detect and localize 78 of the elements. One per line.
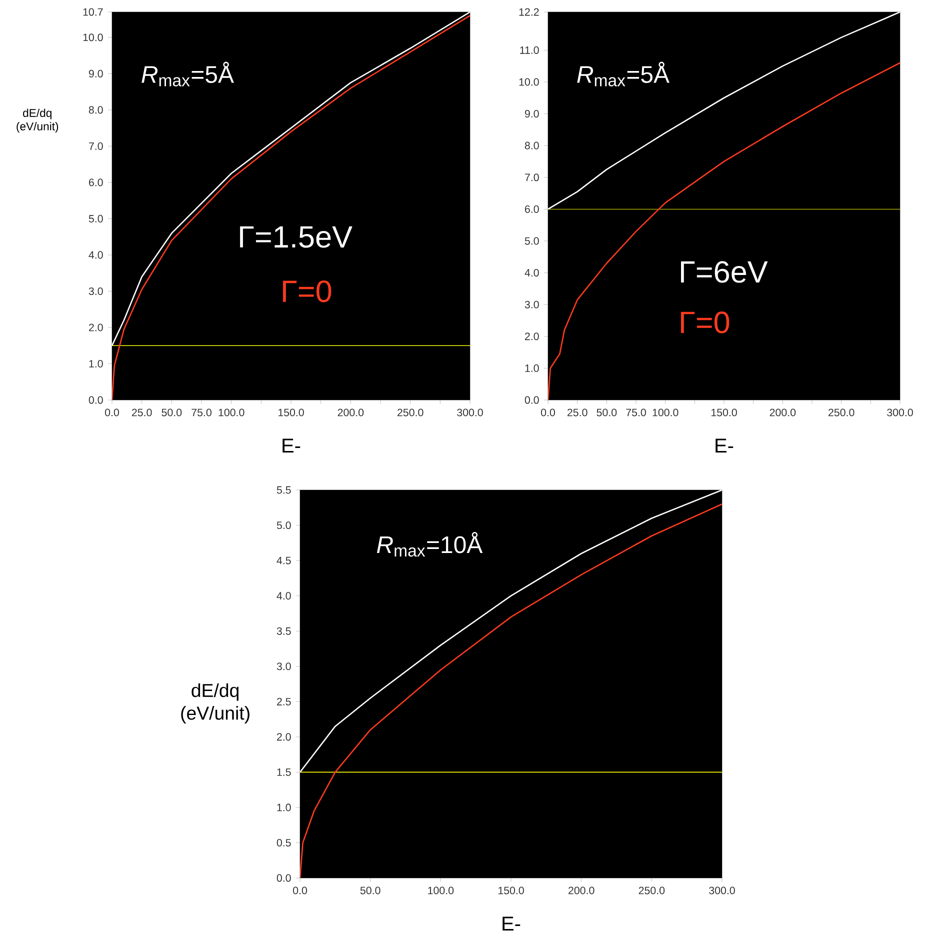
y-tick-label: 8.0 <box>88 106 103 114</box>
x-tick-label: 0.0 <box>541 408 556 416</box>
y-tick-label: 3.0 <box>524 300 539 308</box>
x-tick-label: 0.0 <box>105 408 119 416</box>
y-tick-label: 10.0 <box>519 78 539 86</box>
line-series <box>548 62 900 400</box>
x-tick-label: 25.0 <box>132 408 152 416</box>
line-series <box>300 503 722 878</box>
y-tick-label: 4.0 <box>524 269 539 277</box>
x-tick-label: 250.0 <box>828 408 854 416</box>
series-label: Γ=1.5eV <box>240 226 352 248</box>
y-tick-label: 1.5 <box>277 768 291 776</box>
y-tick-label: 7.0 <box>525 174 539 182</box>
y-tick-label: 1.0 <box>89 360 103 368</box>
x-axis-title: E- <box>282 438 300 453</box>
x-tick-label: 0.0 <box>293 886 308 894</box>
x-tick-label: 50.0 <box>360 886 380 894</box>
y-tick-label: 1.0 <box>277 804 291 812</box>
line-series <box>548 12 900 210</box>
text: Γ=0 <box>681 312 730 334</box>
y-axis-title: dE/dq (eV/unit) <box>181 683 250 724</box>
x-tick-label: 25.0 <box>568 408 588 416</box>
x-tick-label: 200.0 <box>338 408 364 416</box>
x-tick-label: 50.0 <box>162 408 182 416</box>
x-tick-label: 150.0 <box>278 408 304 416</box>
y-tick-label: 2.5 <box>277 698 291 706</box>
y-tick-label: 5.5 <box>276 486 291 494</box>
annotation: R$_{max}$=5Å <box>577 62 670 86</box>
y-tick-label: 9.0 <box>524 110 539 118</box>
x-axis-title: E- <box>502 916 520 931</box>
x-tick-label: 50.0 <box>596 408 617 416</box>
text: Γ=6eV <box>681 261 768 283</box>
y-tick-label: 2.0 <box>277 733 291 741</box>
y-tick-label: 4.0 <box>88 251 103 259</box>
x-tick-label: 150.0 <box>498 886 524 894</box>
x-tick-label: 250.0 <box>638 886 665 894</box>
y-tick-label: 4.5 <box>276 556 291 564</box>
x-tick-label: 150.0 <box>711 408 737 416</box>
y-tick-label: 0.5 <box>276 838 291 847</box>
y-tick-label: 2.0 <box>89 324 103 332</box>
y-tick-label: 11.0 <box>520 46 539 54</box>
x-tick-label: 300.0 <box>887 408 913 416</box>
y-tick-label: 3.0 <box>88 287 103 295</box>
y-tick-label: 1.0 <box>525 364 539 372</box>
annotation: R$_{max}$=10Å <box>376 532 483 557</box>
y-tick-label: 6.0 <box>89 178 103 186</box>
y-tick-label: 0.0 <box>88 396 103 404</box>
y-tick-label: 0.0 <box>276 874 291 882</box>
x-tick-label: 300.0 <box>709 886 735 894</box>
y-axis-title: dE/dq (eV/unit) <box>16 108 58 133</box>
x-tick-label: 75.0 <box>192 408 212 416</box>
x-tick-label: 100.0 <box>218 408 244 416</box>
x-tick-label: 100.0 <box>652 408 678 416</box>
y-tick-label: 5.0 <box>276 522 291 530</box>
x-tick-label: 200.0 <box>770 408 796 416</box>
y-tick-label: 10.7 <box>83 8 103 16</box>
y-tick-label: 3.0 <box>276 662 291 670</box>
y-tick-label: 5.0 <box>88 214 103 222</box>
x-tick-label: 250.0 <box>398 408 424 416</box>
y-tick-label: 6.0 <box>525 205 539 213</box>
y-tick-label: 2.0 <box>525 332 539 340</box>
x-tick-label: 75.0 <box>626 408 646 416</box>
x-tick-label: 200.0 <box>568 886 594 894</box>
x-tick-label: 100.0 <box>428 886 454 894</box>
y-tick-label: 12.2 <box>519 8 539 16</box>
y-tick-label: 3.5 <box>276 627 291 635</box>
line-series <box>300 490 722 773</box>
y-tick-label: 9.0 <box>88 70 103 78</box>
y-tick-label: 8.0 <box>524 142 539 150</box>
annotation: R$_{max}$=5Å <box>142 62 234 86</box>
y-tick-label: 7.0 <box>89 142 103 150</box>
y-tick-label: 10.0 <box>83 34 103 42</box>
x-axis-title: E- <box>716 438 734 453</box>
y-tick-label: 0.0 <box>524 396 539 404</box>
y-tick-label: 5.0 <box>524 237 539 245</box>
y-tick-label: 4.0 <box>276 592 291 600</box>
x-tick-label: 300.0 <box>457 408 483 416</box>
text: Γ=0 <box>283 280 332 302</box>
